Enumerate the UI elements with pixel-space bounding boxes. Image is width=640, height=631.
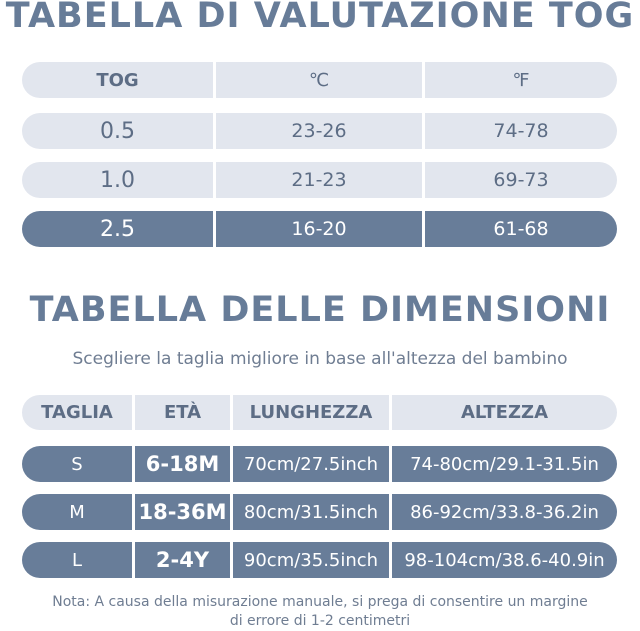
size-subtitle: Scegliere la taglia migliore in base all…: [72, 349, 568, 369]
age-value: 2-4Y: [135, 542, 230, 578]
size-header-row: TAGLIA ETÀ LUNGHEZZA ALTEZZA: [22, 395, 617, 430]
header-cell: TOG: [22, 62, 213, 98]
celsius-value: 16-20: [216, 211, 422, 247]
length-value: 70cm/27.5inch: [233, 446, 389, 482]
length-value: 80cm/31.5inch: [233, 494, 389, 530]
size-value: S: [22, 446, 132, 482]
note-line: Nota: A causa della misurazione manuale,…: [52, 594, 588, 610]
header-cell: ℉: [425, 62, 617, 98]
header-cell: ALTEZZA: [392, 395, 617, 430]
fahrenheit-value: 61-68: [425, 211, 617, 247]
header-cell: ℃: [216, 62, 422, 98]
tog-row: 1.0 21-23 69-73: [22, 162, 617, 198]
celsius-value: 23-26: [216, 113, 422, 149]
age-value: 6-18M: [135, 446, 230, 482]
fahrenheit-value: 69-73: [425, 162, 617, 198]
size-title: TABELLA DELLE DIMENSIONI: [29, 290, 611, 330]
height-value: 74-80cm/29.1-31.5in: [392, 446, 617, 482]
measurement-note: Nota: A causa della misurazione manuale,…: [0, 593, 640, 631]
fahrenheit-value: 74-78: [425, 113, 617, 149]
tog-value: 0.5: [22, 113, 213, 149]
header-cell: TAGLIA: [22, 395, 132, 430]
size-value: M: [22, 494, 132, 530]
tog-title: TABELLA DI VALUTAZIONE TOG: [5, 0, 635, 36]
tog-value: 2.5: [22, 211, 213, 247]
note-line: di errore di 1-2 centimetri: [229, 613, 411, 629]
length-value: 90cm/35.5inch: [233, 542, 389, 578]
tog-row: 2.5 16-20 61-68: [22, 211, 617, 247]
size-value: L: [22, 542, 132, 578]
height-value: 86-92cm/33.8-36.2in: [392, 494, 617, 530]
tog-row: 0.5 23-26 74-78: [22, 113, 617, 149]
size-row: L 2-4Y 90cm/35.5inch 98-104cm/38.6-40.9i…: [22, 542, 617, 578]
tog-value: 1.0: [22, 162, 213, 198]
size-row: M 18-36M 80cm/31.5inch 86-92cm/33.8-36.2…: [22, 494, 617, 530]
header-cell: LUNGHEZZA: [233, 395, 389, 430]
height-value: 98-104cm/38.6-40.9in: [392, 542, 617, 578]
header-cell: ETÀ: [135, 395, 230, 430]
tog-header-row: TOG ℃ ℉: [22, 62, 617, 98]
size-row: S 6-18M 70cm/27.5inch 74-80cm/29.1-31.5i…: [22, 446, 617, 482]
celsius-value: 21-23: [216, 162, 422, 198]
age-value: 18-36M: [135, 494, 230, 530]
